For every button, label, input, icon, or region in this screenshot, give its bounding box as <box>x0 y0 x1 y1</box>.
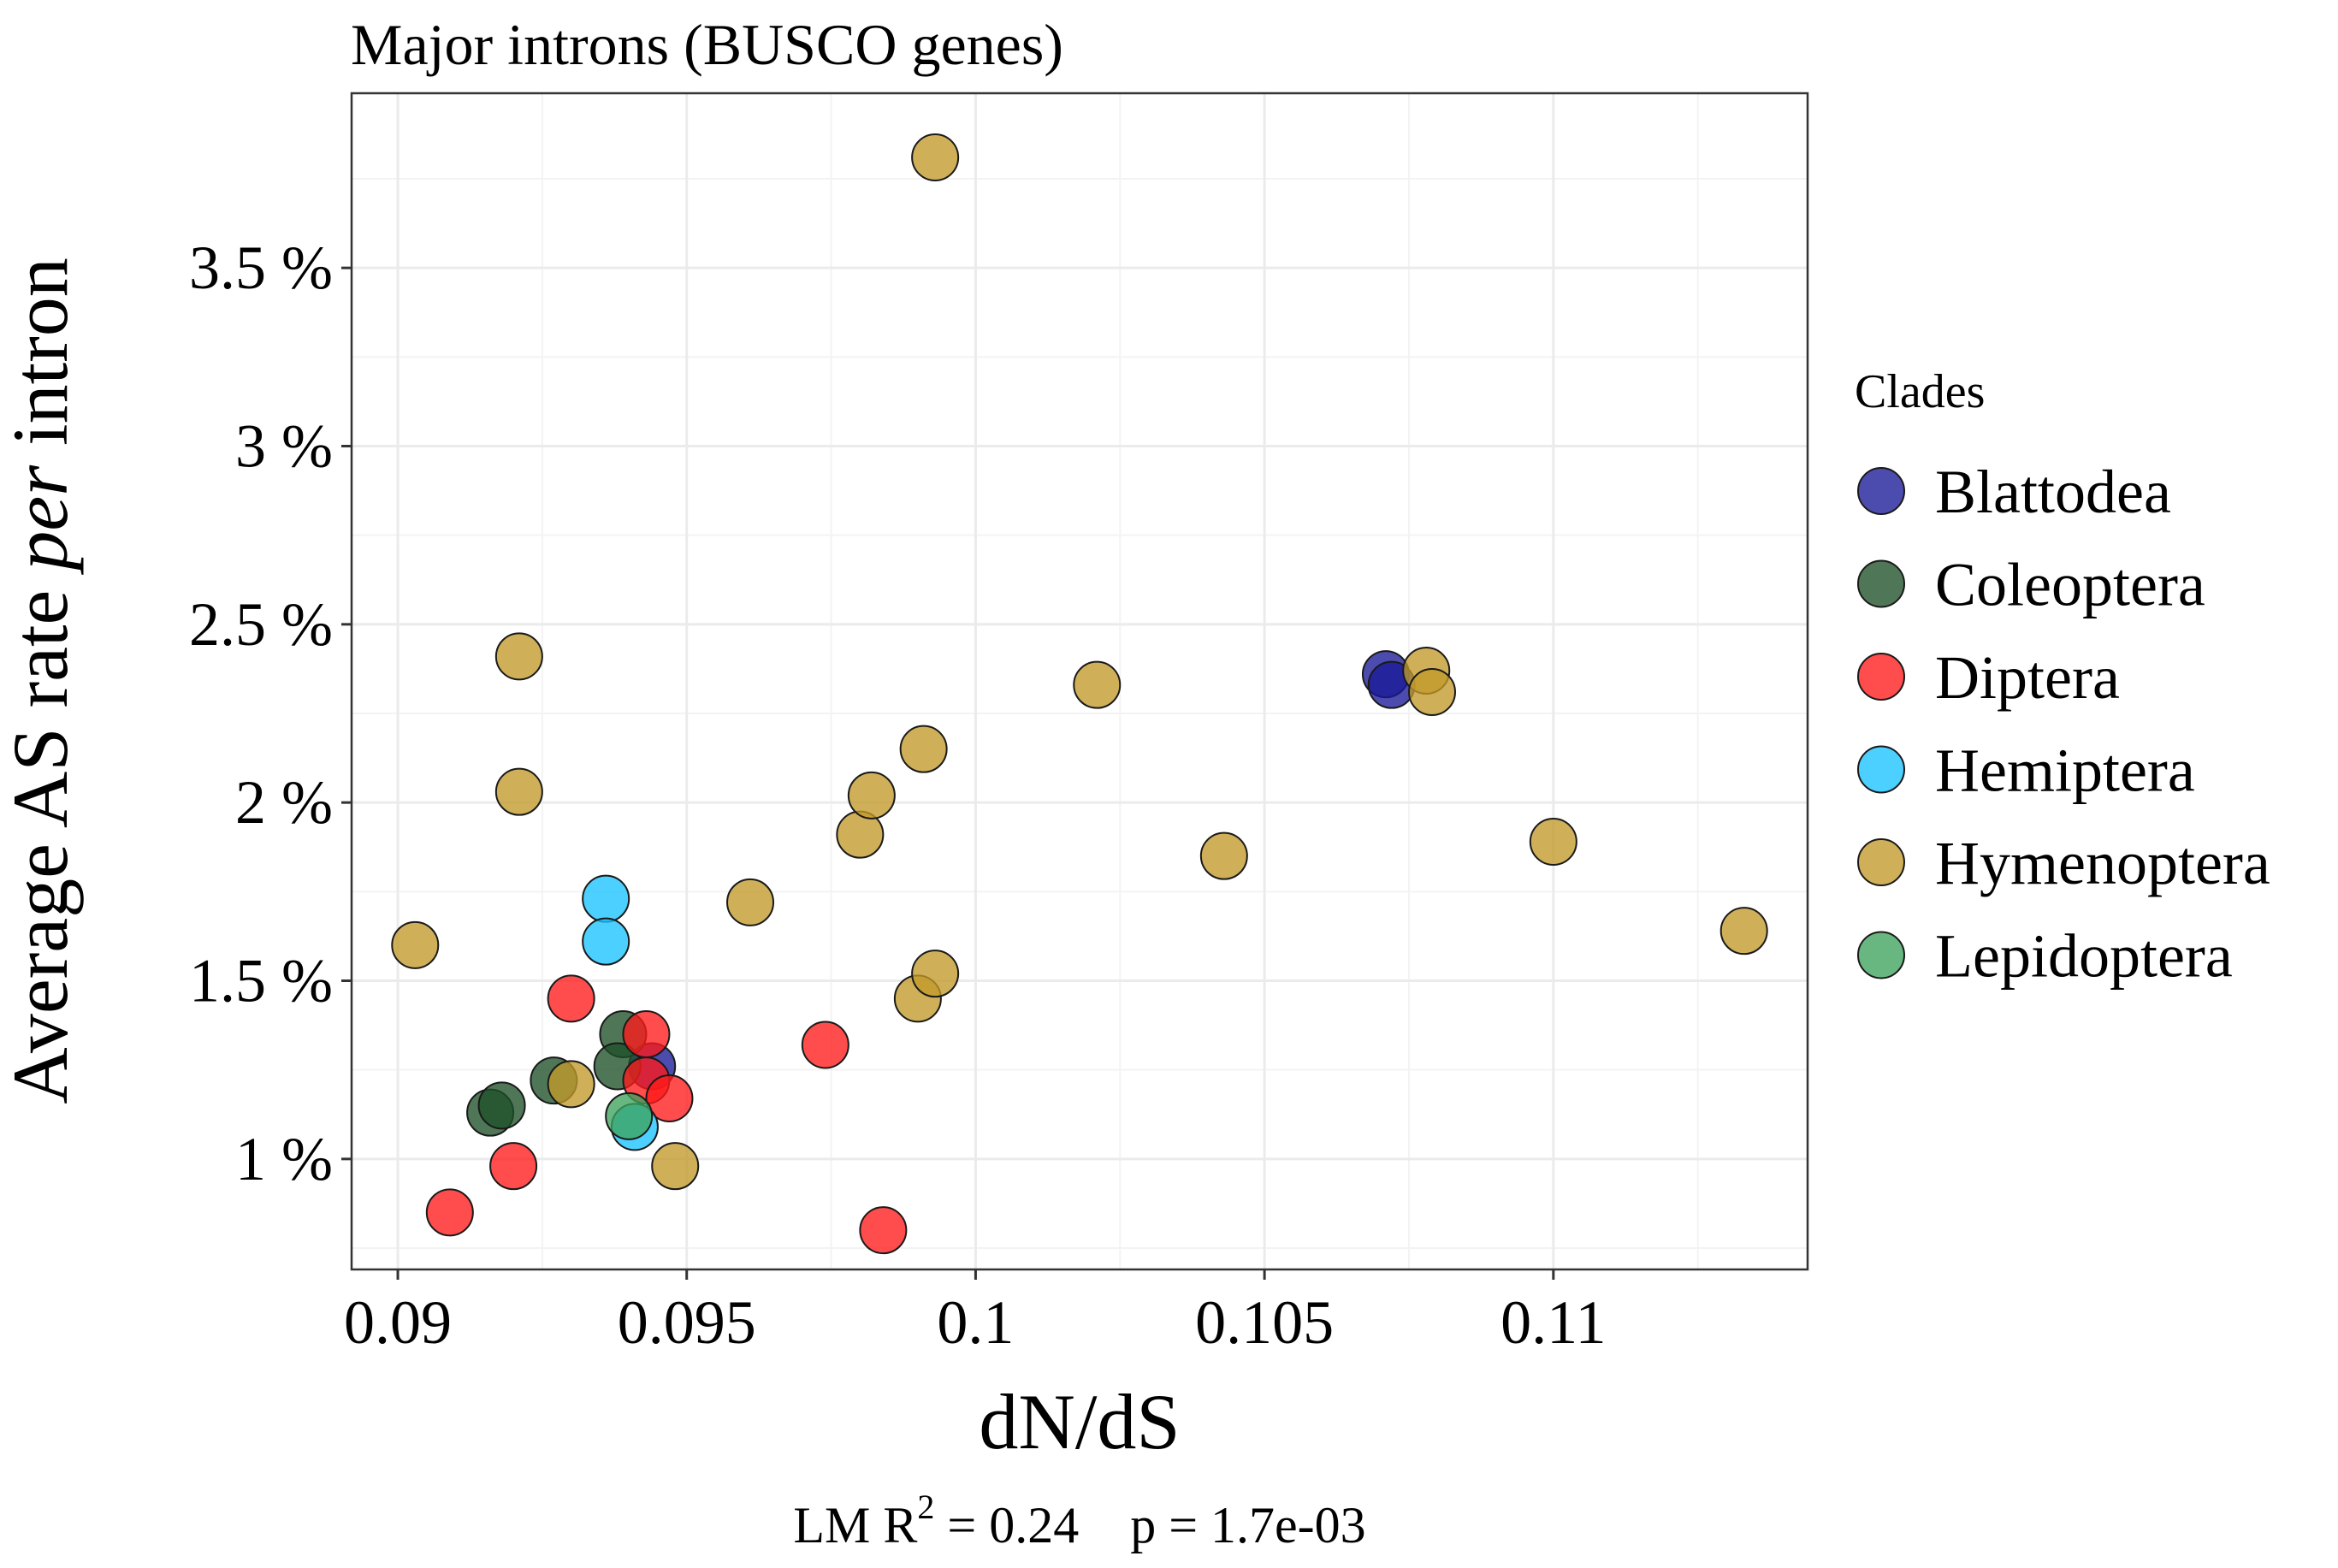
y-axis: 1 % 1.5 % 2 % 2.5 % 3 % 3.5 % <box>189 234 352 1193</box>
y-tick-label: 1.5 % <box>189 947 333 1015</box>
x-axis: 0.09 0.095 0.1 0.105 0.11 <box>344 1269 1606 1357</box>
legend: Clades Blattodea Coleoptera Diptera Hemipte… <box>1855 365 2270 991</box>
point-hymenoptera <box>726 878 775 926</box>
point-hymenoptera <box>847 771 896 820</box>
y-tick-label: 1 % <box>235 1125 333 1193</box>
y-tick-label: 3 % <box>235 412 333 481</box>
point-hymenoptera <box>1407 668 1456 716</box>
point-diptera <box>801 1021 849 1069</box>
point-hymenoptera <box>494 767 543 816</box>
point-diptera <box>489 1142 538 1191</box>
x-tick-label: 0.105 <box>1195 1288 1334 1357</box>
legend-label-blattodea: Blattodea <box>1935 458 2171 526</box>
x-axis-title: dN/dS <box>979 1378 1180 1465</box>
y-tick-label: 2 % <box>235 768 333 837</box>
point-hymenoptera <box>547 1060 595 1109</box>
y-tick-label: 2.5 % <box>189 590 333 659</box>
plot-panel-border <box>350 92 1809 1271</box>
point-lepidoptera <box>605 1092 654 1140</box>
point-diptera <box>859 1206 908 1255</box>
legend-key-coleoptera <box>1857 559 1905 608</box>
point-hemiptera <box>582 874 630 923</box>
legend-label-hemiptera: Hemiptera <box>1935 737 2195 805</box>
chart-title: Major introns (BUSCO genes) <box>351 12 1063 77</box>
grid <box>352 93 1808 1269</box>
point-hymenoptera <box>1199 831 1248 880</box>
legend-label-diptera: Diptera <box>1935 643 2120 712</box>
point-hymenoptera <box>1529 818 1577 866</box>
legend-key-blattodea <box>1857 467 1905 515</box>
data-points <box>391 133 1768 1255</box>
point-hymenoptera <box>391 920 440 969</box>
x-tick-label: 0.1 <box>937 1288 1014 1357</box>
point-hymenoptera <box>911 950 960 998</box>
point-hymenoptera <box>651 1142 700 1191</box>
legend-key-lepidoptera <box>1857 931 1905 979</box>
point-coleoptera <box>477 1081 526 1130</box>
legend-label-hymenoptera: Hymenoptera <box>1935 829 2270 897</box>
legend-title: Clades <box>1855 365 1985 418</box>
point-hymenoptera <box>1073 660 1122 709</box>
point-hymenoptera <box>1719 907 1768 956</box>
x-tick-label: 0.11 <box>1500 1288 1606 1357</box>
legend-key-hymenoptera <box>1857 838 1905 886</box>
y-tick-label: 3.5 % <box>189 234 333 302</box>
x-tick-label: 0.095 <box>618 1288 756 1357</box>
legend-label-coleoptera: Coleoptera <box>1935 551 2205 619</box>
legend-key-hemiptera <box>1857 745 1905 794</box>
point-diptera <box>425 1188 474 1237</box>
y-axis-title: Average AS rate per intron <box>0 257 84 1104</box>
point-diptera <box>622 1010 671 1058</box>
point-diptera <box>547 974 595 1023</box>
point-hymenoptera <box>899 725 948 773</box>
point-diptera <box>645 1074 694 1122</box>
lm-stats-annotation: LM R2 = 0.24 p = 1.7e-03 <box>793 1488 1365 1553</box>
legend-label-lepidoptera: Lepidoptera <box>1935 922 2233 991</box>
point-hymenoptera <box>911 133 960 181</box>
x-tick-label: 0.09 <box>344 1288 452 1357</box>
legend-key-diptera <box>1857 653 1905 701</box>
point-hymenoptera <box>494 632 543 681</box>
point-hemiptera <box>582 917 630 966</box>
